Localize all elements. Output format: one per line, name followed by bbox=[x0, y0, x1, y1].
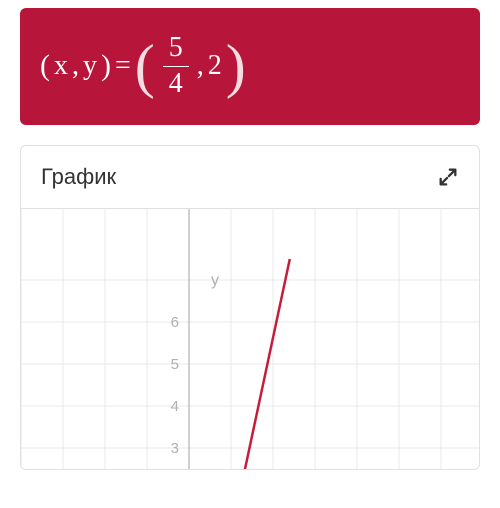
svg-text:5: 5 bbox=[171, 356, 179, 373]
chart-svg: 3 4 5 6 y bbox=[21, 209, 479, 469]
lhs-close-paren: ) bbox=[101, 49, 111, 83]
chart-title: График bbox=[41, 164, 116, 190]
svg-text:y: y bbox=[211, 272, 219, 289]
chart-section: График 3 4 5 6 y bbox=[20, 145, 480, 470]
rhs-open-paren: ( bbox=[135, 42, 155, 90]
lhs-comma: , bbox=[72, 50, 79, 82]
fraction-denominator: 4 bbox=[163, 67, 189, 100]
svg-text:4: 4 bbox=[171, 398, 179, 415]
equals-sign: = bbox=[115, 50, 131, 82]
rhs-second-value: 2 bbox=[208, 50, 222, 82]
rhs-close-paren: ) bbox=[226, 42, 246, 90]
fraction-numerator: 5 bbox=[163, 33, 189, 67]
lhs-x: x bbox=[54, 50, 68, 82]
lhs-y: y bbox=[83, 50, 97, 82]
svg-text:3: 3 bbox=[171, 440, 179, 457]
chart-container[interactable]: 3 4 5 6 y bbox=[21, 209, 479, 469]
rhs-comma: , bbox=[197, 50, 204, 82]
svg-text:6: 6 bbox=[171, 314, 179, 331]
expand-icon[interactable] bbox=[437, 166, 459, 188]
equation-expression: ( x , y ) = ( 5 4 , 2 ) bbox=[40, 33, 246, 100]
lhs-open-paren: ( bbox=[40, 49, 50, 83]
equation-card: ( x , y ) = ( 5 4 , 2 ) bbox=[20, 8, 480, 125]
fraction: 5 4 bbox=[163, 33, 189, 100]
chart-header: График bbox=[21, 146, 479, 209]
